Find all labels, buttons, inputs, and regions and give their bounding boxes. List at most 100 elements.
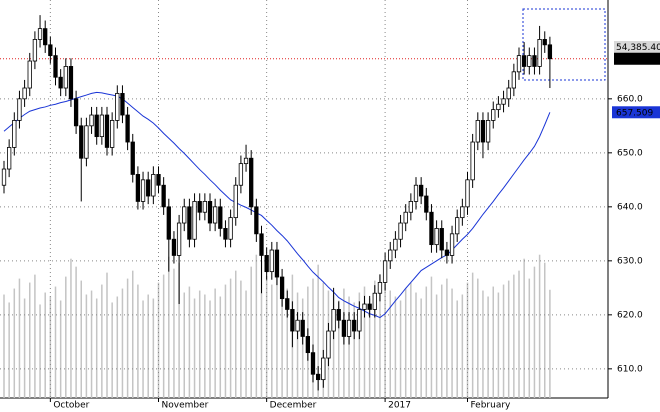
candle-body (382, 260, 388, 283)
volume-bar (162, 274, 165, 398)
candle-body (89, 114, 94, 127)
candle-body (249, 157, 254, 208)
volume-bar (235, 270, 237, 398)
candle-body (53, 55, 58, 78)
candle-body (171, 238, 177, 256)
volume-bar (389, 290, 391, 398)
volume-bar (363, 286, 366, 398)
candle-body (110, 120, 115, 148)
candle-body (527, 55, 532, 67)
candle-body (315, 373, 321, 381)
volume-bar (121, 288, 124, 398)
candle-body (37, 28, 43, 40)
candle-body (125, 114, 130, 143)
candle-body (254, 206, 259, 235)
candle-body (264, 255, 269, 273)
volume-bar (518, 270, 520, 398)
candle-body (238, 163, 244, 186)
volume-bar (214, 288, 216, 398)
candle-body (115, 93, 120, 121)
volume-bar (399, 300, 402, 398)
candle-body (202, 201, 208, 213)
candle-body (418, 184, 424, 197)
candle-body (285, 298, 290, 310)
volume-bar (255, 254, 258, 398)
candle-body (156, 174, 161, 186)
volume-bar (513, 274, 515, 398)
candle-body (444, 249, 450, 256)
volume-bar (204, 294, 206, 398)
volume-bar (415, 292, 417, 398)
volume-bar (276, 272, 278, 398)
volume-bar (271, 284, 273, 398)
volume-bar (147, 294, 149, 398)
candle-body (58, 76, 63, 89)
candle-body (367, 303, 372, 310)
volume-bar (95, 298, 98, 398)
candle-body (84, 125, 89, 159)
candle-body (460, 206, 465, 219)
candle-body (120, 93, 125, 116)
candle-body (12, 120, 17, 148)
volume-bar (410, 282, 412, 398)
volume-bar (75, 266, 77, 398)
candle-body (161, 184, 166, 208)
volume-bar (13, 288, 16, 398)
volume-bar (384, 284, 386, 398)
candle-body (341, 319, 347, 337)
candle-body (310, 352, 316, 375)
candle-body (223, 228, 228, 240)
candle-body (413, 184, 419, 202)
candle-body (63, 66, 68, 89)
volume-bar (183, 292, 185, 398)
candle-body (182, 206, 187, 224)
volume-bar (240, 280, 242, 398)
candle-body (352, 319, 357, 332)
candle-body (228, 217, 233, 240)
candle-body (94, 114, 99, 138)
candle-body (403, 211, 408, 224)
candle-body (522, 55, 527, 67)
candle-body (475, 120, 480, 143)
candle-body (300, 319, 305, 337)
candle-body (166, 206, 171, 240)
candle-body (43, 28, 48, 46)
candle-body (439, 228, 444, 251)
candle-body (547, 44, 553, 60)
candle-body (79, 125, 84, 159)
candle-body (372, 292, 377, 310)
volume-label: 54,385.40 (616, 43, 660, 53)
volume-bar (224, 284, 227, 398)
volume-bar (59, 300, 62, 398)
candle-body (233, 184, 238, 219)
volume-bar (8, 302, 10, 398)
volume-bar (173, 268, 175, 398)
candle-body (449, 233, 455, 256)
volume-bar (49, 296, 52, 398)
y-tick-label: 660.0 (617, 94, 643, 104)
candle-body (455, 217, 460, 235)
candle-body (207, 201, 213, 224)
volume-bar (523, 258, 525, 398)
volume-bar (126, 278, 129, 398)
candle-body (104, 114, 110, 148)
volume-bar (80, 280, 82, 398)
volume-bar (487, 296, 489, 398)
candle-body (274, 249, 280, 278)
volume-bar (471, 272, 474, 398)
x-tick-label: 2017 (388, 401, 411, 411)
volume-bar (250, 266, 252, 398)
volume-bar (142, 300, 144, 398)
candle-body (336, 309, 341, 321)
volume-bar (44, 292, 46, 398)
volume-bar (502, 284, 505, 398)
candle-body (32, 39, 38, 62)
volume-bar (456, 300, 458, 398)
candle-body (146, 179, 151, 197)
volume-bar (507, 280, 510, 398)
candle-body (377, 282, 383, 294)
volume-bar (538, 254, 541, 398)
candle-body (130, 141, 135, 175)
candle-body (357, 309, 362, 332)
